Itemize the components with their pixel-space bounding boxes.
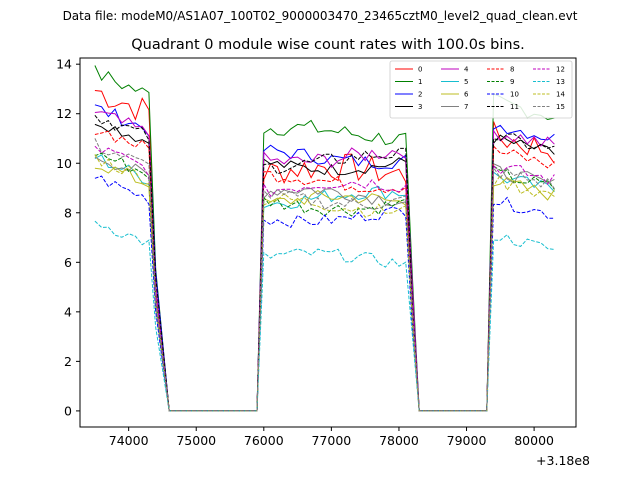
y-tick-label: 14 (56, 57, 72, 72)
x-axis-ticks: 74000 75000 76000 77000 78000 79000 80000 (109, 427, 554, 448)
y-axis-ticks: 0 2 4 6 8 10 12 14 (56, 57, 80, 418)
legend-label-3: 3 (418, 103, 422, 111)
x-tick-label: 74000 (109, 433, 149, 448)
legend-label-0: 0 (418, 66, 422, 74)
x-axis-offset-label: +3.18e8 (536, 453, 590, 468)
legend-label-5: 5 (464, 78, 468, 86)
x-tick-label: 77000 (311, 433, 351, 448)
y-tick-label: 6 (64, 255, 72, 270)
y-tick-label: 10 (56, 156, 72, 171)
legend-box (389, 60, 573, 119)
chart-title: Quadrant 0 module wise count rates with … (131, 37, 525, 53)
legend-label-11: 11 (510, 103, 519, 111)
legend-label-4: 4 (464, 66, 469, 74)
y-tick-label: 12 (56, 106, 72, 121)
plot-lines (94, 65, 555, 412)
legend-label-1: 1 (418, 78, 422, 86)
legend-label-15: 15 (556, 103, 565, 111)
legend-label-14: 14 (556, 91, 565, 99)
x-tick-label: 78000 (379, 433, 419, 448)
x-tick-label: 75000 (176, 433, 216, 448)
legend-label-6: 6 (464, 91, 469, 99)
legend-label-10: 10 (510, 91, 519, 99)
y-tick-label: 0 (64, 403, 72, 418)
series-line-15 (94, 138, 555, 412)
legend-label-8: 8 (510, 66, 514, 74)
y-tick-label: 2 (64, 354, 72, 369)
series-line-13 (94, 220, 555, 412)
y-tick-label: 8 (64, 205, 72, 220)
x-tick-label: 79000 (447, 433, 487, 448)
legend-label-12: 12 (556, 66, 565, 74)
legend-label-7: 7 (464, 103, 468, 111)
legend-label-13: 13 (556, 78, 565, 86)
x-tick-label: 80000 (514, 433, 554, 448)
figure-suptitle: Data file: modeM0/AS1A07_100T02_90000034… (63, 9, 578, 23)
x-tick-label: 76000 (244, 433, 284, 448)
legend-label-9: 9 (510, 78, 514, 86)
y-tick-label: 4 (64, 304, 72, 319)
legend-label-2: 2 (418, 91, 422, 99)
plot-frame (79, 57, 577, 428)
